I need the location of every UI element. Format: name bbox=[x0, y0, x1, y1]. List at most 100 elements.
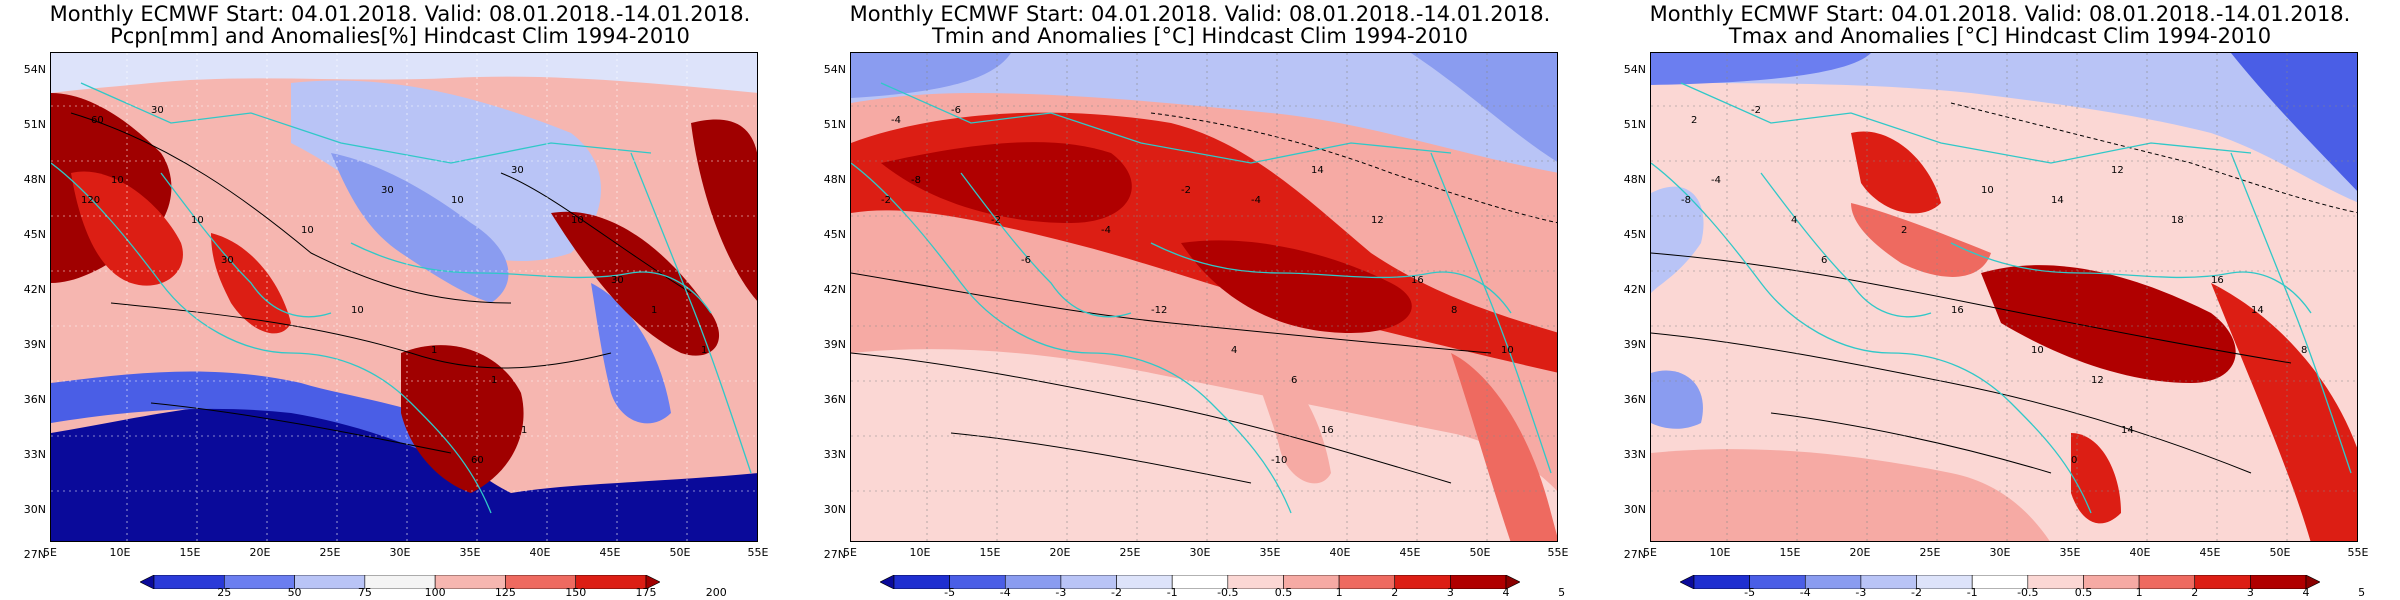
contour-label: 60 bbox=[471, 455, 484, 466]
colorbar-tmax bbox=[1679, 574, 2321, 590]
panel-title-line2: Pcpn[mm] and Anomalies[%] Hindcast Clim … bbox=[110, 24, 690, 48]
contour-label: 2 bbox=[1691, 115, 1697, 126]
lat-tick-label: 54N bbox=[823, 63, 846, 76]
colorbar-tick-label: 75 bbox=[357, 586, 372, 599]
contour-label: 12 bbox=[2111, 165, 2124, 176]
lat-tick-label: 54N bbox=[23, 63, 46, 76]
lon-tick-label: 45E bbox=[1399, 546, 1421, 559]
colorbar-tick-label: -5 bbox=[1744, 586, 1756, 599]
contour-label: 8 bbox=[2301, 345, 2307, 356]
contour-label: -4 bbox=[891, 115, 901, 126]
lat-tick-label: 45N bbox=[23, 228, 46, 241]
lat-tick-label: 48N bbox=[823, 173, 846, 186]
contour-label: 10 bbox=[351, 305, 364, 316]
tmin-anomaly-map: -4 -6 -8 -2 -2 -6 -4 -2 -4 14 12 16 8 10 4 6 16 -12 -10 bbox=[850, 52, 1558, 542]
panel-tmax: Monthly ECMWF Start: 04.01.2018. Valid: … bbox=[1600, 0, 2400, 600]
colorbar-tick-label: 150 bbox=[565, 586, 587, 599]
lon-tick-label: 30E bbox=[389, 546, 411, 559]
lat-tick-label: 30N bbox=[823, 503, 846, 516]
colorbar-tick-label: 0.5 bbox=[2074, 586, 2093, 599]
contour-label: 1 bbox=[701, 345, 707, 356]
lon-tick-label: 15E bbox=[1779, 546, 1801, 559]
contour-label: -8 bbox=[911, 175, 921, 186]
lat-tick-label: 33N bbox=[23, 448, 46, 461]
colorbar-tick-label: -1 bbox=[1166, 586, 1178, 599]
precip-anomaly-map: 60 30 10 120 10 30 10 30 10 30 10 30 1 1 1 1 1 10 60 bbox=[50, 52, 758, 542]
lon-tick-label: 10E bbox=[109, 546, 131, 559]
lon-tick-label: 55E bbox=[2347, 546, 2369, 559]
lat-tick-label: 39N bbox=[23, 338, 46, 351]
contour-label: -4 bbox=[1711, 175, 1721, 186]
colorbar-tick-label: -3 bbox=[1055, 586, 1067, 599]
colorbar-tick-label: -4 bbox=[999, 586, 1011, 599]
panel-tmin: Monthly ECMWF Start: 04.01.2018. Valid: … bbox=[800, 0, 1600, 600]
lon-tick-label: 5E bbox=[843, 546, 857, 559]
contour-label: -6 bbox=[1021, 255, 1031, 266]
colorbar-tick-label: 2 bbox=[1391, 586, 1399, 599]
contour-label: 2 bbox=[1901, 225, 1907, 236]
lon-tick-label: 25E bbox=[1119, 546, 1141, 559]
lon-tick-label: 10E bbox=[909, 546, 931, 559]
colorbar-tick-label: 0.5 bbox=[1274, 586, 1293, 599]
contour-label: 10 bbox=[571, 215, 584, 226]
lon-tick-label: 40E bbox=[2129, 546, 2151, 559]
panel-title-line2: Tmin and Anomalies [°C] Hindcast Clim 19… bbox=[931, 24, 1469, 48]
contour-label: 30 bbox=[611, 275, 624, 286]
colorbar-tick-label: -2 bbox=[1911, 586, 1923, 599]
colorbar-low-extension bbox=[139, 574, 155, 590]
contour-label: 10 bbox=[1981, 185, 1994, 196]
colorbar-tick-label: 5 bbox=[2358, 586, 2366, 599]
lon-tick-label: 35E bbox=[2059, 546, 2081, 559]
contour-label: 10 bbox=[301, 225, 314, 236]
colorbar-graphic bbox=[139, 574, 661, 590]
contour-label: -4 bbox=[1101, 225, 1111, 236]
lat-tick-label: 27N bbox=[1623, 548, 1646, 561]
contour-label: 10 bbox=[191, 215, 204, 226]
contour-label: 4 bbox=[1791, 215, 1797, 226]
colorbar-precip bbox=[139, 574, 661, 590]
colorbar-tick-label: 1 bbox=[2135, 586, 2143, 599]
lat-tick-label: 30N bbox=[1623, 503, 1646, 516]
contour-label: -8 bbox=[1681, 195, 1691, 206]
lat-tick-label: 36N bbox=[23, 393, 46, 406]
contour-label: -2 bbox=[991, 215, 1001, 226]
colorbar-high-extension bbox=[645, 574, 661, 590]
lat-tick-label: 48N bbox=[23, 173, 46, 186]
colorbar-tick-label: 50 bbox=[287, 586, 302, 599]
lat-tick-label: 36N bbox=[823, 393, 846, 406]
colorbar-high-extension bbox=[2305, 574, 2321, 590]
colorbar-tick-label: -3 bbox=[1855, 586, 1867, 599]
tmax-map-field: 2 -2 -4 -8 4 6 2 10 14 12 18 16 14 8 10 12 14 16 0 bbox=[1651, 53, 2357, 541]
tmax-anomaly-map: 2 -2 -4 -8 4 6 2 10 14 12 18 16 14 8 10 12 14 16 0 bbox=[1650, 52, 2358, 542]
precip-map-field: 60 30 10 120 10 30 10 30 10 30 10 30 1 1 1 1 1 10 60 bbox=[51, 53, 757, 541]
lat-tick-label: 48N bbox=[1623, 173, 1646, 186]
contour-label: 10 bbox=[451, 195, 464, 206]
contour-label: 10 bbox=[1501, 345, 1514, 356]
lat-tick-label: 39N bbox=[823, 338, 846, 351]
lon-tick-label: 50E bbox=[2269, 546, 2291, 559]
lon-tick-label: 5E bbox=[1643, 546, 1657, 559]
lat-tick-label: 51N bbox=[1623, 118, 1646, 131]
colorbar-tick-label: 175 bbox=[635, 586, 657, 599]
colorbar-tick-label: -4 bbox=[1799, 586, 1811, 599]
contour-label: 16 bbox=[2211, 275, 2224, 286]
lat-tick-label: 45N bbox=[823, 228, 846, 241]
lon-tick-label: 45E bbox=[2199, 546, 2221, 559]
colorbar-tick-label: 25 bbox=[217, 586, 232, 599]
lon-tick-label: 40E bbox=[1329, 546, 1351, 559]
colorbar-low-extension bbox=[879, 574, 895, 590]
contour-label: 0 bbox=[2071, 455, 2077, 466]
contour-label: 1 bbox=[491, 375, 497, 386]
colorbar-tick-label: 3 bbox=[2246, 586, 2254, 599]
lon-tick-label: 35E bbox=[1259, 546, 1281, 559]
lat-tick-label: 42N bbox=[823, 283, 846, 296]
contour-label: 12 bbox=[2091, 375, 2104, 386]
contour-label: 10 bbox=[2031, 345, 2044, 356]
contour-label: 14 bbox=[2251, 305, 2264, 316]
colorbar-tick-label: -5 bbox=[944, 586, 956, 599]
colorbar-tick-label: 1 bbox=[1335, 586, 1343, 599]
contour-label: 6 bbox=[1821, 255, 1827, 266]
colorbar-tick-label: 100 bbox=[424, 586, 446, 599]
lon-tick-label: 20E bbox=[1849, 546, 1871, 559]
contour-label: 30 bbox=[511, 165, 524, 176]
